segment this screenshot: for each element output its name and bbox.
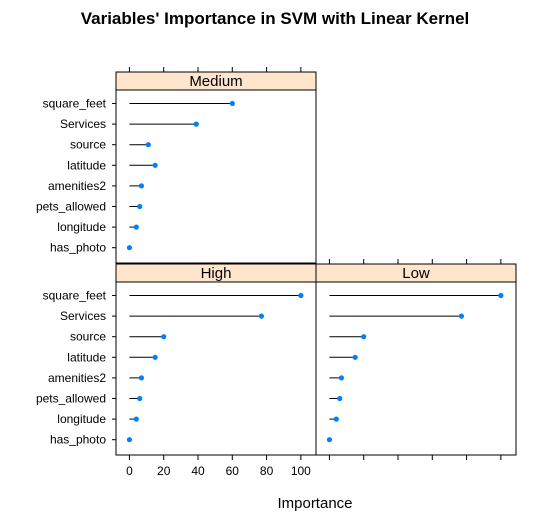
y-tick-label-pets-allowed: pets_allowed — [36, 200, 106, 214]
panel-frame-medium — [115, 89, 317, 264]
point-square-feet-high — [298, 292, 304, 299]
point-latitude-low — [352, 354, 358, 360]
y-tick-label-Services: Services — [60, 117, 106, 131]
x-tick-label-80: 80 — [260, 464, 274, 478]
strip-label-medium: Medium — [189, 73, 242, 90]
point-pets-allowed-medium — [137, 203, 143, 210]
point-amenities2-low — [338, 375, 345, 381]
x-tick-label-100: 100 — [291, 464, 311, 478]
x-tick-label-40: 40 — [191, 464, 205, 478]
y-tick-label-latitude: latitude — [67, 350, 106, 364]
strip-label-low: Low — [402, 265, 430, 282]
y-tick-label-longitude: longitude — [57, 412, 106, 426]
point-amenities2-medium — [138, 183, 145, 189]
point-longitude-low — [333, 416, 339, 422]
x-axis-label: Importance — [277, 495, 352, 512]
panels: Medium High Low — [115, 71, 517, 456]
point-Services-high — [258, 313, 265, 319]
point-square-feet-medium — [229, 100, 235, 107]
point-source-low — [361, 334, 367, 340]
y-tick-label-pets-allowed: pets_allowed — [36, 392, 106, 406]
x-tick-label-60: 60 — [226, 464, 240, 478]
x-axis: 0 20 40 60 80 100 — [126, 67, 502, 478]
panel-frame-low — [315, 281, 517, 456]
panel-low: Low — [315, 263, 517, 456]
y-tick-label-longitude: longitude — [57, 220, 106, 234]
panel-high: High — [115, 263, 317, 456]
point-longitude-high — [133, 416, 139, 422]
panel-medium: Medium — [115, 71, 317, 264]
point-Services-low — [458, 313, 465, 319]
y-tick-label-source: source — [70, 330, 106, 344]
y-tick-label-square-feet: square_feet — [43, 97, 107, 111]
point-has-photo-high — [126, 437, 133, 443]
y-tick-label-amenities2: amenities2 — [48, 371, 106, 385]
point-pets-allowed-high — [137, 395, 143, 402]
y-tick-label-amenities2: amenities2 — [48, 179, 106, 193]
point-source-medium — [145, 142, 151, 148]
point-square-feet-low — [498, 292, 504, 299]
y-tick-label-Services: Services — [60, 309, 106, 323]
y-tick-label-has-photo: has_photo — [50, 433, 106, 447]
point-latitude-medium — [152, 162, 158, 168]
point-amenities2-high — [138, 375, 145, 381]
panel-frame-high — [115, 281, 317, 456]
point-has-photo-low — [326, 437, 333, 443]
strip-label-high: High — [201, 265, 232, 282]
y-tick-label-has-photo: has_photo — [50, 241, 106, 255]
point-has-photo-medium — [126, 245, 133, 251]
y-tick-label-square-feet: square_feet — [43, 289, 107, 303]
y-axis: square_feet Services source latitude ameniti… — [36, 97, 116, 447]
point-pets-allowed-low — [337, 395, 343, 402]
y-tick-label-source: source — [70, 138, 106, 152]
chart-title: Variables' Importance in SVM with Linear… — [81, 9, 470, 28]
x-tick-label-0: 0 — [126, 464, 133, 478]
y-tick-label-latitude: latitude — [67, 158, 106, 172]
x-tick-label-20: 20 — [157, 464, 171, 478]
point-Services-medium — [193, 121, 199, 127]
point-latitude-high — [152, 354, 158, 360]
point-longitude-medium — [133, 224, 139, 230]
point-source-high — [161, 334, 167, 340]
